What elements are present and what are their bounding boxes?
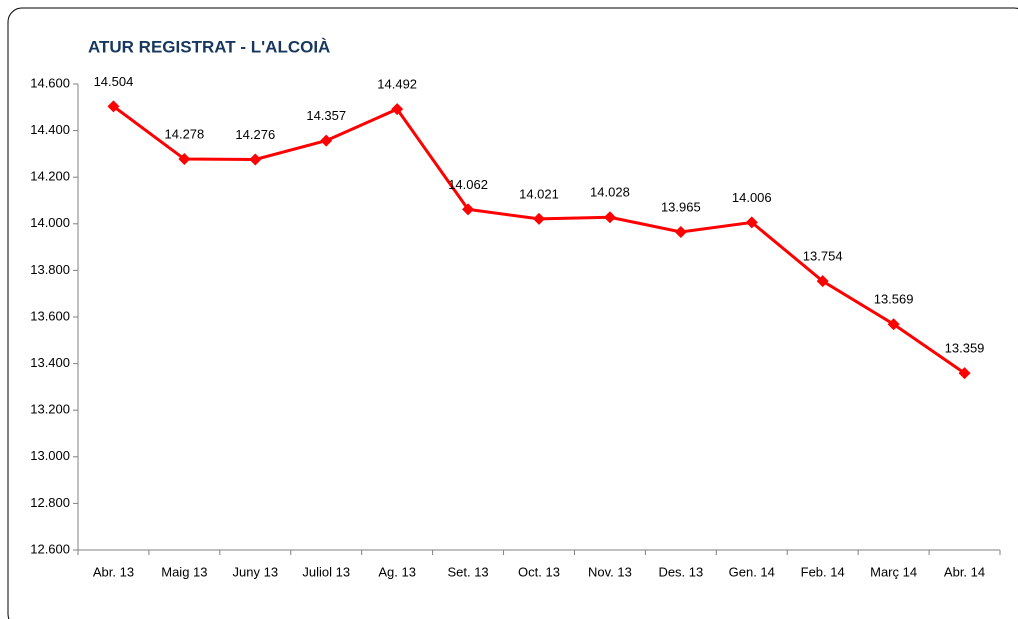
- data-label: 14.504: [94, 74, 134, 89]
- marker: [391, 103, 404, 116]
- data-label: 14.006: [732, 190, 772, 205]
- marker: [249, 153, 262, 166]
- x-tick-label: Oct. 13: [518, 564, 560, 579]
- data-label: 14.278: [165, 126, 205, 141]
- x-tick-label: Feb. 14: [801, 564, 845, 579]
- data-label: 13.569: [874, 292, 914, 307]
- marker: [178, 153, 191, 166]
- y-tick-label: 14.000: [30, 215, 70, 230]
- marker: [816, 275, 829, 288]
- x-tick-label: Març 14: [870, 564, 917, 579]
- marker: [674, 225, 687, 238]
- y-tick-label: 13.200: [30, 402, 70, 417]
- data-label: 14.276: [235, 127, 275, 142]
- marker: [745, 216, 758, 229]
- data-label: 13.965: [661, 199, 701, 214]
- x-tick-label: Set. 13: [447, 564, 488, 579]
- marker: [958, 367, 971, 380]
- y-tick-label: 13.800: [30, 262, 70, 277]
- marker: [107, 100, 120, 113]
- x-tick-label: Nov. 13: [588, 564, 632, 579]
- y-tick-label: 14.600: [30, 75, 70, 90]
- data-label: 14.021: [519, 186, 559, 201]
- x-tick-label: Juny 13: [233, 564, 279, 579]
- y-tick-label: 14.200: [30, 169, 70, 184]
- x-tick-label: Des. 13: [658, 564, 703, 579]
- x-tick-label: Ag. 13: [378, 564, 416, 579]
- data-label: 14.492: [377, 77, 417, 92]
- x-tick-label: Maig 13: [161, 564, 207, 579]
- marker: [462, 203, 475, 216]
- y-tick-label: 13.600: [30, 308, 70, 323]
- data-label: 14.062: [448, 177, 488, 192]
- y-tick-label: 13.400: [30, 355, 70, 370]
- y-tick-label: 14.400: [30, 122, 70, 137]
- x-tick-label: Abr. 14: [944, 564, 985, 579]
- y-tick-label: 12.600: [30, 541, 70, 556]
- marker: [320, 134, 333, 147]
- data-label: 14.357: [306, 108, 346, 123]
- marker: [603, 211, 616, 224]
- marker: [533, 212, 545, 225]
- chart-title: ATUR REGISTRAT - L'ALCOIÀ: [88, 37, 330, 56]
- data-label: 14.028: [590, 185, 630, 200]
- data-label: 13.359: [945, 341, 985, 356]
- marker: [887, 318, 900, 331]
- chart-border: [7, 7, 1018, 619]
- y-tick-label: 12.800: [30, 495, 70, 510]
- x-tick-label: Abr. 13: [93, 564, 134, 579]
- y-tick-label: 13.000: [30, 448, 70, 463]
- x-tick-label: Gen. 14: [729, 564, 775, 579]
- data-label: 13.754: [803, 249, 843, 264]
- x-tick-label: Juliol 13: [302, 564, 350, 579]
